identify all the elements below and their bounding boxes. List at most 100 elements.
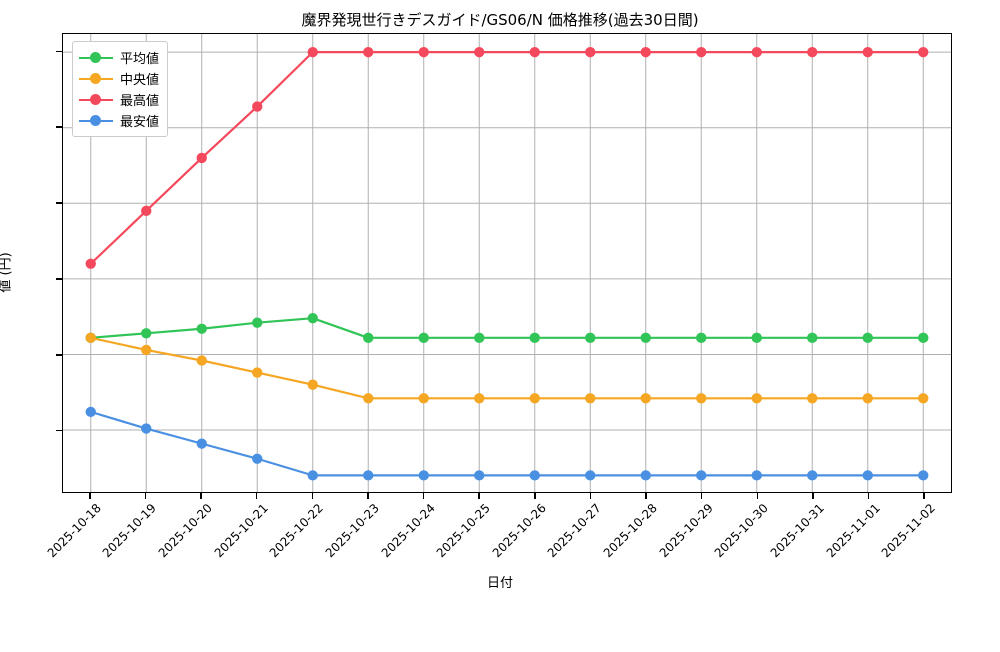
data-point <box>918 393 929 404</box>
data-point <box>585 393 596 404</box>
chart-title: 魔界発現世行きデスガイド/GS06/N 価格推移(過去30日間) <box>301 11 699 29</box>
legend-line-marker-icon <box>79 114 113 128</box>
data-point <box>363 470 374 481</box>
data-point <box>862 470 873 481</box>
data-point <box>640 470 651 481</box>
legend-item-中央値[interactable]: 中央値 <box>79 68 159 89</box>
series-line-最高値 <box>89 51 925 265</box>
x-axis-tick-mark <box>756 493 758 499</box>
data-point <box>529 470 540 481</box>
data-point <box>85 258 96 269</box>
data-point <box>696 393 707 404</box>
legend-item-label: 最高値 <box>120 94 160 109</box>
data-point <box>751 470 762 481</box>
legend-item-平均値[interactable]: 平均値 <box>79 47 159 68</box>
x-axis-label: 日付 <box>486 576 513 591</box>
x-axis-tick-mark <box>589 493 592 499</box>
data-point <box>474 46 485 58</box>
x-axis-tick-mark <box>89 493 91 499</box>
price-history-chart-figure: 魔界発現世行きデスガイド/GS06/N 価格推移(過去30日間) 5010015… <box>0 11 952 591</box>
data-point <box>585 470 596 481</box>
data-point <box>141 423 152 434</box>
legend-line-marker-icon <box>79 72 113 86</box>
data-point <box>418 393 429 404</box>
series-layer <box>85 46 929 481</box>
x-axis-tick-mark <box>367 493 369 499</box>
data-point <box>418 332 429 343</box>
data-point <box>363 332 374 343</box>
data-point <box>418 470 429 481</box>
data-point <box>196 438 207 449</box>
data-point <box>418 46 429 58</box>
data-point <box>640 393 651 404</box>
data-point <box>196 323 207 334</box>
data-point <box>307 470 318 481</box>
x-axis-tick-mark <box>144 493 147 499</box>
data-point <box>85 332 96 343</box>
y-axis-label: 値 (円) <box>0 252 14 293</box>
data-point <box>307 379 318 390</box>
legend-item-label: 平均値 <box>120 52 160 67</box>
data-point <box>141 205 152 217</box>
data-point <box>141 328 152 339</box>
x-axis-tick-mark <box>923 493 925 499</box>
data-point <box>196 152 207 164</box>
x-axis-tick-mark <box>700 493 703 499</box>
legend-line-marker-icon <box>79 93 113 107</box>
data-point <box>585 332 596 343</box>
x-axis-tick-mark <box>645 493 647 499</box>
data-point <box>807 393 818 404</box>
data-point <box>85 406 96 418</box>
data-point <box>363 46 374 58</box>
data-point <box>862 46 873 58</box>
data-point <box>474 470 485 481</box>
chart-legend: 平均値 中央値最高値最安値 <box>72 41 169 137</box>
data-point <box>307 46 318 58</box>
data-point <box>918 46 929 58</box>
legend-item-最安値[interactable]: 最安値 <box>79 110 159 131</box>
plot-area <box>62 33 952 493</box>
data-point <box>252 317 263 328</box>
x-axis-tick-mark <box>422 493 425 499</box>
data-point <box>474 332 485 343</box>
data-point <box>862 393 873 404</box>
data-point <box>252 367 263 378</box>
data-point <box>529 332 540 343</box>
data-point <box>252 101 263 112</box>
data-point <box>696 46 707 58</box>
x-axis-tick-mark <box>200 493 202 499</box>
x-axis-tick-mark <box>812 493 814 499</box>
data-point <box>918 332 929 343</box>
data-point <box>252 453 263 464</box>
data-point <box>751 332 762 343</box>
data-point <box>807 46 818 58</box>
data-point <box>696 332 707 343</box>
series-line-中央値 <box>89 336 925 400</box>
data-point <box>196 355 207 366</box>
data-point <box>640 332 651 343</box>
x-axis-tick-mark <box>255 493 258 499</box>
x-axis-tick-mark <box>534 493 536 499</box>
data-point <box>529 393 540 404</box>
data-point <box>307 312 318 324</box>
x-axis-tick-mark <box>478 493 480 499</box>
x-axis-tick-mark <box>311 493 313 499</box>
data-point <box>529 46 540 58</box>
data-point <box>363 393 374 404</box>
series-line-最安値 <box>89 410 925 477</box>
series-line-平均値 <box>89 317 925 339</box>
data-point <box>696 470 707 481</box>
data-point <box>751 393 762 404</box>
legend-line-marker-icon <box>79 51 113 65</box>
data-point <box>585 46 596 58</box>
legend-item-label: 最安値 <box>120 115 160 130</box>
data-point <box>640 46 651 58</box>
data-point <box>751 46 762 58</box>
data-point <box>862 332 873 343</box>
data-point <box>807 470 818 481</box>
data-point <box>918 470 929 481</box>
data-point <box>807 332 818 343</box>
legend-item-最高値[interactable]: 最高値 <box>79 89 159 110</box>
x-axis-tick-mark <box>867 493 870 499</box>
data-point <box>141 344 152 356</box>
